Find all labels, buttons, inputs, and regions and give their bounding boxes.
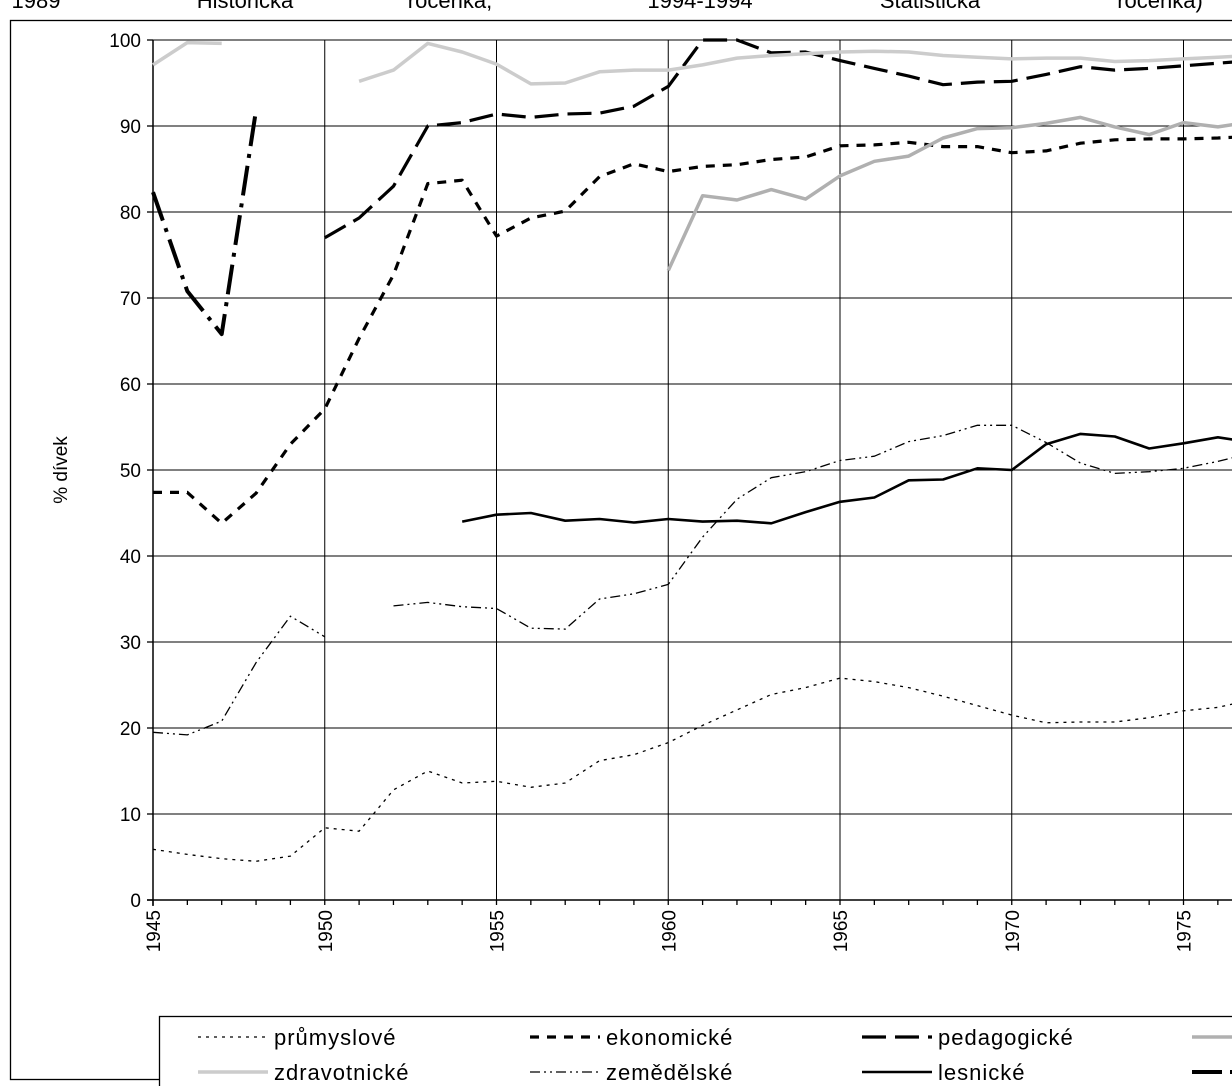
x-tick-label: 1955 bbox=[488, 910, 509, 952]
header-fragment: ročenka) bbox=[1117, 0, 1203, 13]
legend-label: průmyslové bbox=[274, 1025, 396, 1050]
y-tick-label: 20 bbox=[120, 719, 141, 740]
series-line-3 bbox=[666, 115, 1232, 272]
header-fragment: 1989 bbox=[12, 0, 61, 13]
y-tick-label: 50 bbox=[120, 461, 141, 482]
series-line-0 bbox=[152, 677, 1232, 862]
x-tick-label: 1945 bbox=[144, 910, 165, 952]
y-tick-label: 60 bbox=[120, 375, 141, 396]
series-line-5 bbox=[152, 424, 1232, 736]
y-tick-label: 10 bbox=[120, 805, 141, 826]
header-fragment: Statistická bbox=[880, 0, 981, 13]
series-line-4 bbox=[152, 40, 1232, 86]
x-tick-label: 1960 bbox=[659, 910, 680, 952]
x-tick-label: 1970 bbox=[1003, 910, 1024, 952]
y-axis-title: % dívek bbox=[51, 436, 72, 504]
x-tick-label: 1950 bbox=[316, 910, 337, 952]
legend-box bbox=[158, 1015, 1232, 1086]
series-line-6 bbox=[461, 432, 1232, 525]
series-line-2 bbox=[324, 38, 1232, 240]
chart-area-frame bbox=[9, 19, 1232, 1081]
series-line-7 bbox=[151, 109, 259, 337]
y-tick-label: 30 bbox=[120, 633, 141, 654]
legend-label: ekonomické bbox=[606, 1025, 733, 1050]
y-tick-label: 100 bbox=[109, 31, 141, 52]
header-fragment: Historická bbox=[197, 0, 294, 13]
legend: průmyslové ekonomické pedagogické zdravotni… bbox=[158, 1015, 1232, 1086]
axes: 0 10 20 30 40 50 60 70 80 90 100 1945 1950 1955 1960 19… bbox=[109, 31, 1232, 952]
y-tick-label: 70 bbox=[120, 289, 141, 310]
header-fragment: 1994-1994 bbox=[647, 0, 752, 13]
legend-label: lesnické bbox=[938, 1060, 1025, 1085]
y-tick-label: 0 bbox=[130, 891, 141, 912]
legend-label: pedagogické bbox=[938, 1025, 1074, 1050]
y-tick-label: 40 bbox=[120, 547, 141, 568]
x-tick-label: 1975 bbox=[1175, 910, 1196, 952]
series-lines bbox=[151, 38, 1232, 862]
series-line-1 bbox=[153, 135, 1232, 525]
legend-label: zemědělské bbox=[606, 1060, 733, 1085]
y-tick-label: 90 bbox=[120, 117, 141, 138]
y-tick-label: 80 bbox=[120, 203, 141, 224]
header-fragments: 1989 Historická ročenka, 1994-1994 Statistic… bbox=[12, 0, 1203, 13]
x-tick-label: 1965 bbox=[831, 910, 852, 952]
header-fragment: ročenka, bbox=[408, 0, 492, 13]
legend-label: zdravotnické bbox=[274, 1060, 410, 1085]
